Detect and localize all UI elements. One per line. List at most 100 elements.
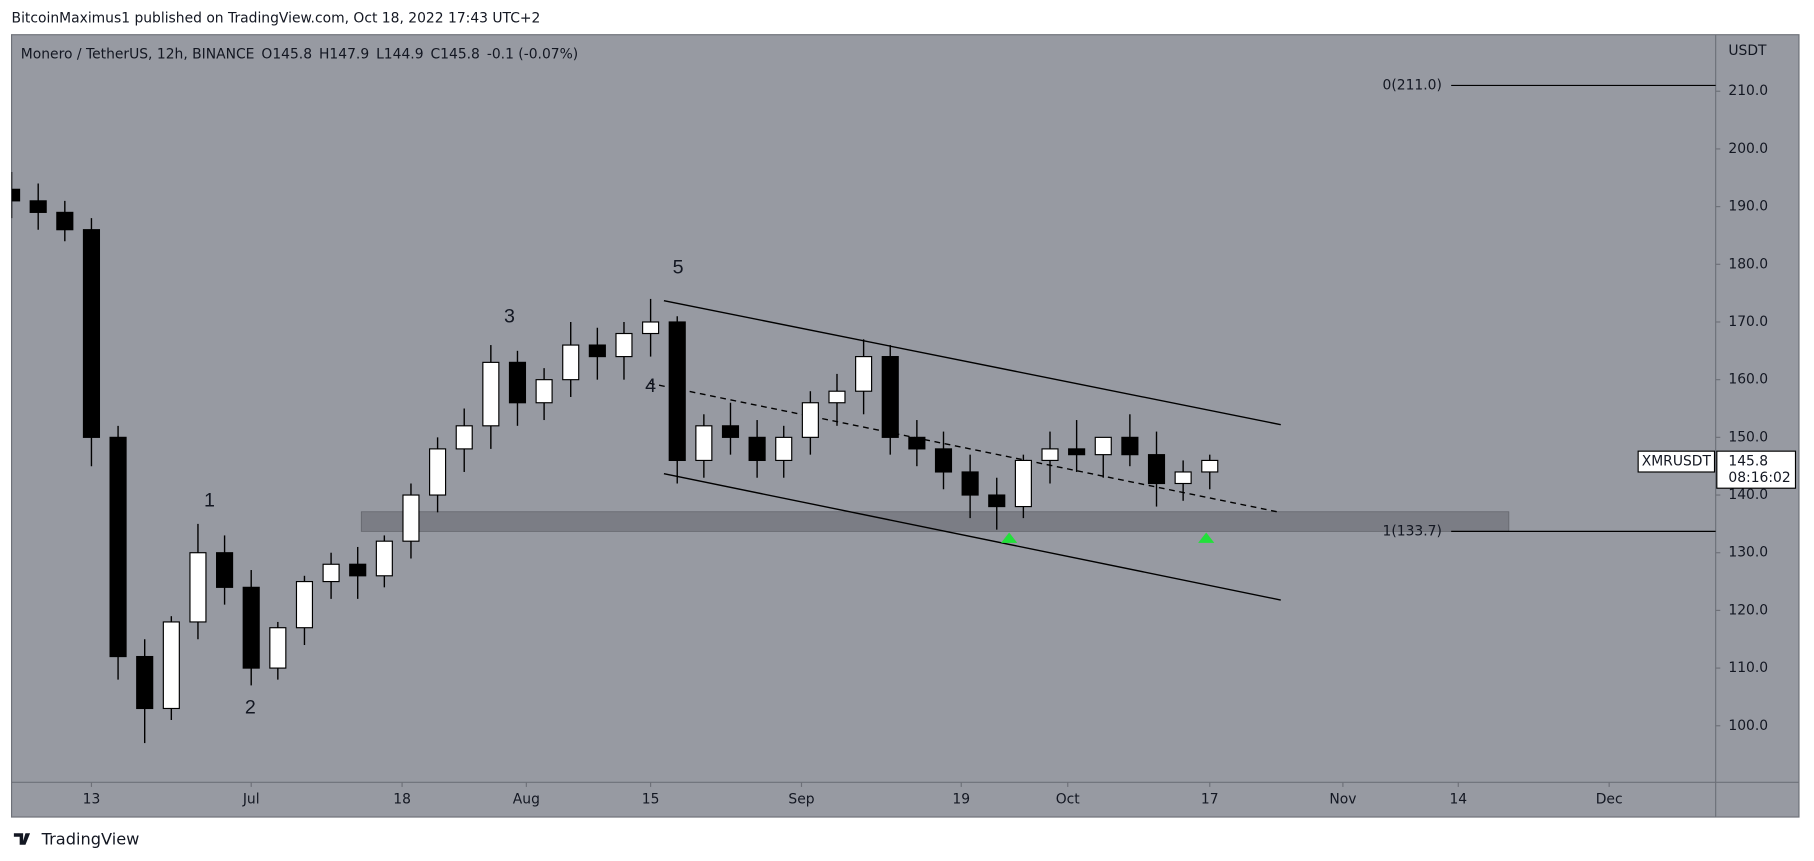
x-tick-label: 13 <box>83 792 101 808</box>
candle-body <box>109 436 127 658</box>
candle-body <box>588 344 606 358</box>
axis-unit: USDT <box>1728 43 1767 59</box>
candle-body <box>748 436 766 462</box>
x-tick-label: Oct <box>1056 792 1081 808</box>
candle-body <box>136 655 154 710</box>
support-zone <box>360 511 1510 532</box>
candle-body <box>721 425 740 438</box>
candle-body <box>375 540 393 577</box>
x-tick-label: Aug <box>513 792 540 808</box>
candle-body <box>562 344 580 381</box>
candle-body <box>535 379 553 404</box>
x-tick-label: 15 <box>642 792 660 808</box>
marker-triangle <box>1198 532 1215 543</box>
trendline <box>663 299 1281 426</box>
candle-body <box>56 211 74 231</box>
candle-body <box>295 580 314 629</box>
candle-body <box>881 356 899 438</box>
candle-body <box>1068 448 1086 456</box>
x-tick-label: 14 <box>1449 792 1467 808</box>
trendline <box>663 473 1281 601</box>
y-tick-label: 210.0 <box>1728 83 1768 99</box>
y-tick-label: 190.0 <box>1728 199 1768 215</box>
fib-label: 1(133.7) <box>1383 523 1442 539</box>
x-tick-label: 17 <box>1201 792 1219 808</box>
candle-body <box>508 361 527 404</box>
marker-triangle <box>1001 532 1018 543</box>
candle-body <box>1174 471 1192 485</box>
legend-ohlc: -0.1 (-0.07%) <box>487 46 578 62</box>
candle-body <box>242 586 260 669</box>
fib-label: 0(211.0) <box>1383 77 1442 93</box>
candle-body <box>695 425 713 462</box>
wave-label: 3 <box>504 306 515 328</box>
candle-body <box>455 425 473 450</box>
y-tick-label: 150.0 <box>1728 429 1768 445</box>
candle-body <box>1201 459 1219 473</box>
candle-body <box>775 436 793 462</box>
footer-brand: TradingView <box>41 830 140 849</box>
candle-body <box>1147 454 1166 485</box>
wave-label: 1 <box>204 490 215 512</box>
y-tick-label: 110.0 <box>1728 660 1768 676</box>
candle-body <box>828 390 846 404</box>
candle-body <box>216 552 234 588</box>
candle-body <box>1041 448 1059 462</box>
y-tick-label: 200.0 <box>1728 141 1768 157</box>
legend-symbol: Monero / TetherUS, 12h, BINANCE <box>21 46 255 62</box>
x-tick-label: Nov <box>1329 792 1356 808</box>
last-price: 145.8 <box>1728 454 1768 470</box>
candle-body <box>269 627 287 669</box>
candle-body <box>322 563 340 583</box>
plot <box>11 172 1510 744</box>
candle-body <box>29 200 47 213</box>
y-tick-label: 180.0 <box>1728 256 1768 272</box>
legend-ohlc: H147.9 <box>319 46 369 62</box>
candle-body <box>988 494 1006 508</box>
candle-body <box>189 552 207 623</box>
wave-label: 4 <box>645 375 656 397</box>
legend-ohlc: O145.8 <box>261 46 312 62</box>
candle-body <box>482 361 500 427</box>
y-tick-label: 100.0 <box>1728 718 1768 734</box>
chart-frame <box>10 34 1800 818</box>
ticker-box <box>1637 450 1716 473</box>
legend-ohlc: L144.9 <box>376 46 423 62</box>
candle-body <box>908 436 926 450</box>
trendline <box>648 382 1278 513</box>
candle-body <box>934 448 953 473</box>
candle-body <box>349 563 367 577</box>
candle-body <box>668 321 686 462</box>
candle-body <box>801 402 819 438</box>
y-tick-label: 160.0 <box>1728 372 1768 388</box>
legend: Monero / TetherUS, 12h, BINANCE O145.8 H14… <box>21 46 578 62</box>
wave-label: 2 <box>245 697 256 719</box>
candle-body <box>1121 436 1139 456</box>
publisher-line: BitcoinMaximus1 published on TradingView… <box>12 11 541 27</box>
price-box <box>1716 450 1797 489</box>
candle-body <box>429 448 447 496</box>
x-tick-label: Dec <box>1596 792 1623 808</box>
overlay: 100.0 110.0 120.0 130.0 140.0 150.0 160.0 170.0… <box>83 77 1797 808</box>
candle-body <box>11 188 21 202</box>
y-tick-label: 140.0 <box>1728 487 1768 503</box>
candle-body <box>961 471 979 496</box>
x-tick-label: Sep <box>788 792 814 808</box>
candle-body <box>1014 459 1032 508</box>
footer-logo: TradingView <box>13 830 140 849</box>
ticker-label: XMRUSDT <box>1642 454 1712 470</box>
candle-body <box>615 332 633 358</box>
y-tick-label: 120.0 <box>1728 602 1768 618</box>
x-tick-label: 18 <box>393 792 411 808</box>
candle-body <box>402 494 420 542</box>
x-tick-label: 19 <box>952 792 970 808</box>
candle-body <box>642 321 660 335</box>
candle-body <box>1094 436 1112 456</box>
y-tick-label: 170.0 <box>1728 314 1768 330</box>
x-tick-label: Jul <box>242 792 260 808</box>
wave-label: 5 <box>673 257 684 279</box>
candle-body <box>855 356 873 392</box>
candle-body <box>162 621 180 710</box>
